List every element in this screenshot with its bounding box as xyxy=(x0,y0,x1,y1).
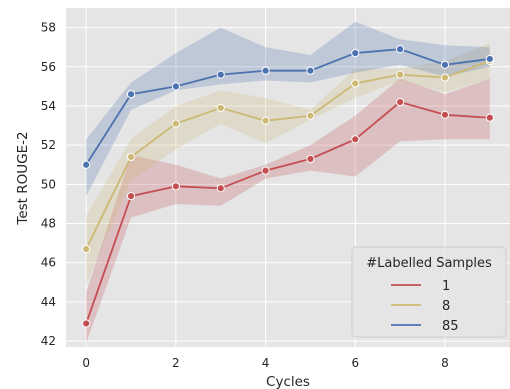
y-axis-title: Test ROUGE-2 xyxy=(15,131,31,225)
y-tick-label: 50 xyxy=(41,177,56,191)
y-tick-label: 44 xyxy=(41,295,56,309)
legend-label-8: 8 xyxy=(442,299,450,314)
series-85-point xyxy=(171,82,180,91)
series-8-point xyxy=(440,73,450,82)
grid-lines xyxy=(66,8,510,347)
series-markers xyxy=(82,45,494,328)
series-85-point xyxy=(82,160,91,169)
series-1-point xyxy=(261,166,270,175)
series-85-point xyxy=(261,66,270,75)
series-1-point xyxy=(440,110,450,119)
y-tick-label: 46 xyxy=(41,256,56,270)
y-tick-label: 54 xyxy=(41,99,56,113)
series-8-point xyxy=(171,119,180,128)
series-8-band xyxy=(86,43,490,285)
series-85-point xyxy=(440,60,450,69)
y-tick-label: 42 xyxy=(41,334,56,348)
series-85-point xyxy=(485,54,494,64)
y-tick-labels: 42 44 46 48 50 52 54 56 58 xyxy=(41,21,56,349)
legend-title: #Labelled Samples xyxy=(366,256,492,271)
series-8-point xyxy=(82,244,91,254)
series-8-point xyxy=(261,116,270,125)
y-tick-label: 52 xyxy=(41,138,56,152)
series-8-point xyxy=(306,111,315,120)
series-85-line xyxy=(85,48,490,166)
series-8-point xyxy=(396,70,405,79)
x-axis-title: Cycles xyxy=(266,374,310,389)
series-8-point xyxy=(216,103,225,113)
series-8-line xyxy=(85,60,491,250)
x-tick-label: 4 xyxy=(262,356,270,370)
series-1-point xyxy=(485,113,494,122)
series-85-band xyxy=(86,21,490,197)
x-tick-label: 8 xyxy=(441,356,449,370)
series-85-point xyxy=(216,70,225,79)
series-1-point xyxy=(126,192,136,201)
y-tick-label: 48 xyxy=(41,217,56,231)
y-tick-label: 56 xyxy=(41,60,56,74)
series-85-point xyxy=(126,90,136,99)
series-1-point xyxy=(216,184,225,193)
legend-label-85: 85 xyxy=(442,319,459,334)
series-85-point xyxy=(351,48,360,58)
series-1-line xyxy=(85,101,490,324)
x-tick-label: 0 xyxy=(82,356,90,370)
confidence-bands xyxy=(86,21,490,344)
series-85-point xyxy=(396,45,405,54)
series-1-band xyxy=(86,78,490,344)
legend-box xyxy=(351,246,507,338)
legend-label-1: 1 xyxy=(442,279,450,294)
series-85-point xyxy=(306,66,315,75)
series-8-point xyxy=(351,79,360,88)
series-1-point xyxy=(396,97,405,107)
series-8-point xyxy=(126,152,136,162)
series-1-point xyxy=(351,135,360,144)
x-tick-label: 6 xyxy=(351,356,359,370)
x-tick-labels: 0 2 4 6 8 xyxy=(82,356,448,370)
series-lines xyxy=(85,48,491,324)
series-1-point xyxy=(82,319,91,328)
series-1-point xyxy=(171,182,180,191)
series-1-point xyxy=(306,154,315,163)
x-tick-label: 2 xyxy=(172,356,180,370)
y-tick-label: 58 xyxy=(41,21,56,35)
